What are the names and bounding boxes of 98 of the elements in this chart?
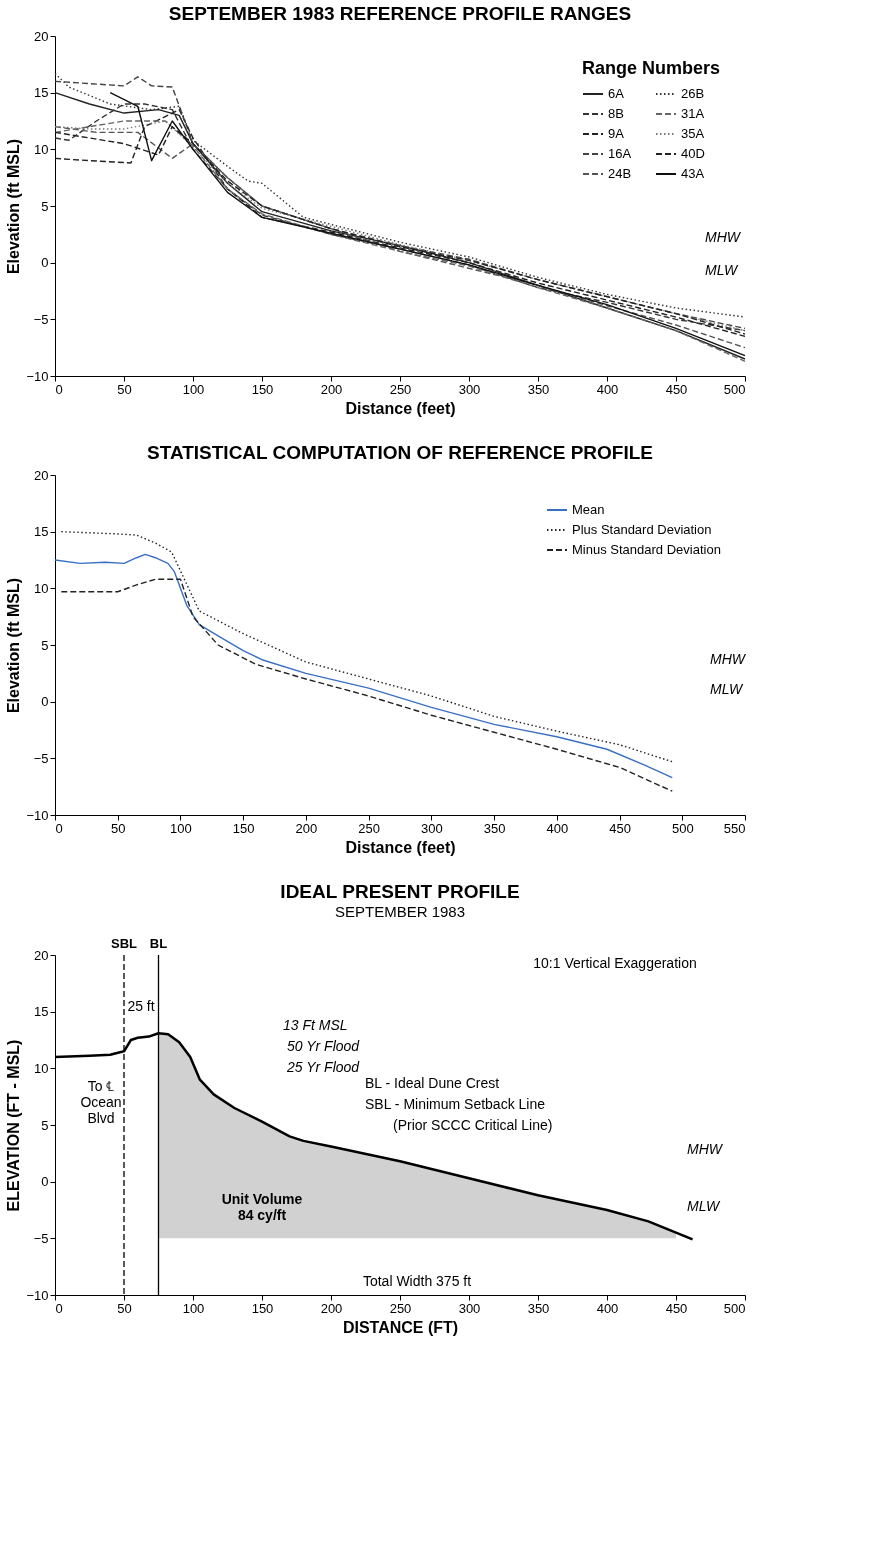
- legend-label: Mean: [572, 502, 605, 517]
- chart-subtitle: SEPTEMBER 1983: [334, 903, 466, 920]
- x-tick-label: 350: [527, 381, 550, 397]
- x-tick-label: 250: [389, 1300, 412, 1316]
- annotation: MHW: [687, 1141, 724, 1157]
- y-tick-label: 20: [34, 467, 49, 483]
- annotation: To ℄ Ocean Blvd: [80, 1078, 122, 1126]
- ref-line-label: SBL: [111, 936, 138, 951]
- annotation: 25 ft: [127, 998, 155, 1014]
- annotation: 50 Yr Flood: [287, 1038, 361, 1054]
- x-tick-label: 350: [483, 820, 506, 836]
- x-tick-label: 450: [665, 1300, 688, 1316]
- annotation: 13 Ft MSL: [283, 1017, 348, 1033]
- y-tick-label: −10: [26, 368, 49, 384]
- y-tick-label: 0: [41, 255, 49, 271]
- legend-label: 24B: [608, 166, 632, 181]
- chart-title: SEPTEMBER 1983 REFERENCE PROFILE RANGES: [168, 3, 632, 24]
- y-tick-label: −10: [26, 807, 49, 823]
- x-axis-title: Distance (feet): [345, 838, 456, 856]
- y-tick-label: 20: [34, 28, 49, 44]
- chart-title: STATISTICAL COMPUTATION OF REFERENCE PROFILE: [147, 442, 653, 463]
- x-tick-label: 0: [55, 381, 63, 397]
- legend-label: 8B: [608, 106, 624, 121]
- y-axis-title: Elevation (ft MSL): [5, 577, 23, 714]
- y-tick-label: −5: [33, 1230, 49, 1246]
- x-tick-label: 200: [295, 820, 318, 836]
- ref-line-label: BL: [149, 936, 168, 951]
- x-tick-label: 400: [596, 381, 619, 397]
- x-tick-label: 50: [117, 1300, 132, 1316]
- x-tick-label: 100: [170, 820, 192, 836]
- x-tick-label: 500: [723, 381, 746, 397]
- x-tick-label: 50: [110, 820, 126, 836]
- annotation: Total Width 375 ft: [362, 1273, 472, 1289]
- legend-label: Minus Standard Deviation: [572, 542, 721, 557]
- legend-label: 35A: [681, 126, 705, 141]
- annotation: MHW: [705, 229, 742, 245]
- annotation: MLW: [710, 681, 744, 697]
- y-tick-label: 15: [34, 85, 49, 101]
- y-tick-label: −5: [33, 750, 49, 766]
- legend-label: 16A: [608, 146, 632, 161]
- annotation: BL - Ideal Dune Crest: [365, 1075, 500, 1091]
- annotation: SBL - Minimum Setback Line: [365, 1096, 546, 1112]
- y-axis-title: ELEVATION (FT - MSL): [5, 1039, 23, 1212]
- x-tick-label: 0: [55, 1300, 63, 1316]
- y-tick-label: 5: [41, 198, 49, 214]
- legend-label: 43A: [681, 166, 705, 181]
- x-tick-label: 300: [421, 820, 443, 836]
- x-tick-label: 450: [609, 820, 631, 836]
- x-tick-label: 150: [232, 820, 255, 836]
- x-tick-label: 100: [182, 1300, 205, 1316]
- x-tick-label: 200: [320, 1300, 343, 1316]
- x-tick-label: 150: [251, 1300, 274, 1316]
- annotation: MHW: [710, 651, 747, 667]
- x-tick-label: 250: [358, 820, 380, 836]
- x-tick-label: 150: [251, 381, 274, 397]
- x-tick-label: 0: [55, 820, 63, 836]
- legend-label: Plus Standard Deviation: [572, 522, 712, 537]
- x-tick-label: 250: [389, 381, 412, 397]
- x-tick-label: 300: [458, 1300, 481, 1316]
- x-tick-label: 500: [671, 820, 694, 836]
- x-tick-label: 550: [723, 820, 746, 836]
- annotation: MLW: [687, 1198, 721, 1214]
- y-tick-label: 10: [34, 141, 49, 157]
- legend-title: Range Numbers: [582, 58, 721, 78]
- chart-title: IDEAL PRESENT PROFILE: [280, 881, 520, 902]
- y-tick-label: 0: [41, 694, 49, 710]
- x-axis-title: DISTANCE (FT): [342, 1318, 459, 1336]
- x-tick-label: 400: [596, 1300, 619, 1316]
- x-tick-label: 50: [117, 381, 132, 397]
- legend-label: 31A: [681, 106, 705, 121]
- y-tick-label: 10: [34, 580, 49, 596]
- x-tick-label: 200: [320, 381, 343, 397]
- x-axis-title: Distance (feet): [345, 399, 456, 417]
- y-tick-label: 0: [41, 1174, 49, 1190]
- y-tick-label: 10: [34, 1060, 49, 1076]
- legend-label: 9A: [608, 126, 625, 141]
- y-tick-label: −5: [33, 311, 49, 327]
- legend-label: 26B: [681, 86, 705, 101]
- annotation: MLW: [705, 262, 739, 278]
- annotation: 10:1 Vertical Exaggeration: [533, 955, 697, 971]
- y-tick-label: 5: [41, 637, 49, 653]
- y-tick-label: 20: [34, 947, 49, 963]
- x-tick-label: 100: [182, 381, 205, 397]
- legend-label: 40D: [681, 146, 705, 161]
- x-tick-label: 500: [723, 1300, 746, 1316]
- y-tick-label: 15: [34, 524, 49, 540]
- x-tick-label: 350: [527, 1300, 550, 1316]
- annotation: 25 Yr Flood: [286, 1059, 361, 1075]
- x-tick-label: 300: [458, 381, 481, 397]
- y-tick-label: 15: [34, 1004, 49, 1020]
- y-tick-label: −10: [26, 1287, 49, 1303]
- annotation: (Prior SCCC Critical Line): [393, 1117, 553, 1133]
- legend-label: 6A: [608, 86, 625, 101]
- annotation: Unit Volume 84 cy/ft: [221, 1191, 303, 1223]
- y-axis-title: Elevation (ft MSL): [5, 138, 23, 275]
- x-tick-label: 400: [546, 820, 569, 836]
- y-tick-label: 5: [41, 1117, 49, 1133]
- x-tick-label: 450: [665, 381, 688, 397]
